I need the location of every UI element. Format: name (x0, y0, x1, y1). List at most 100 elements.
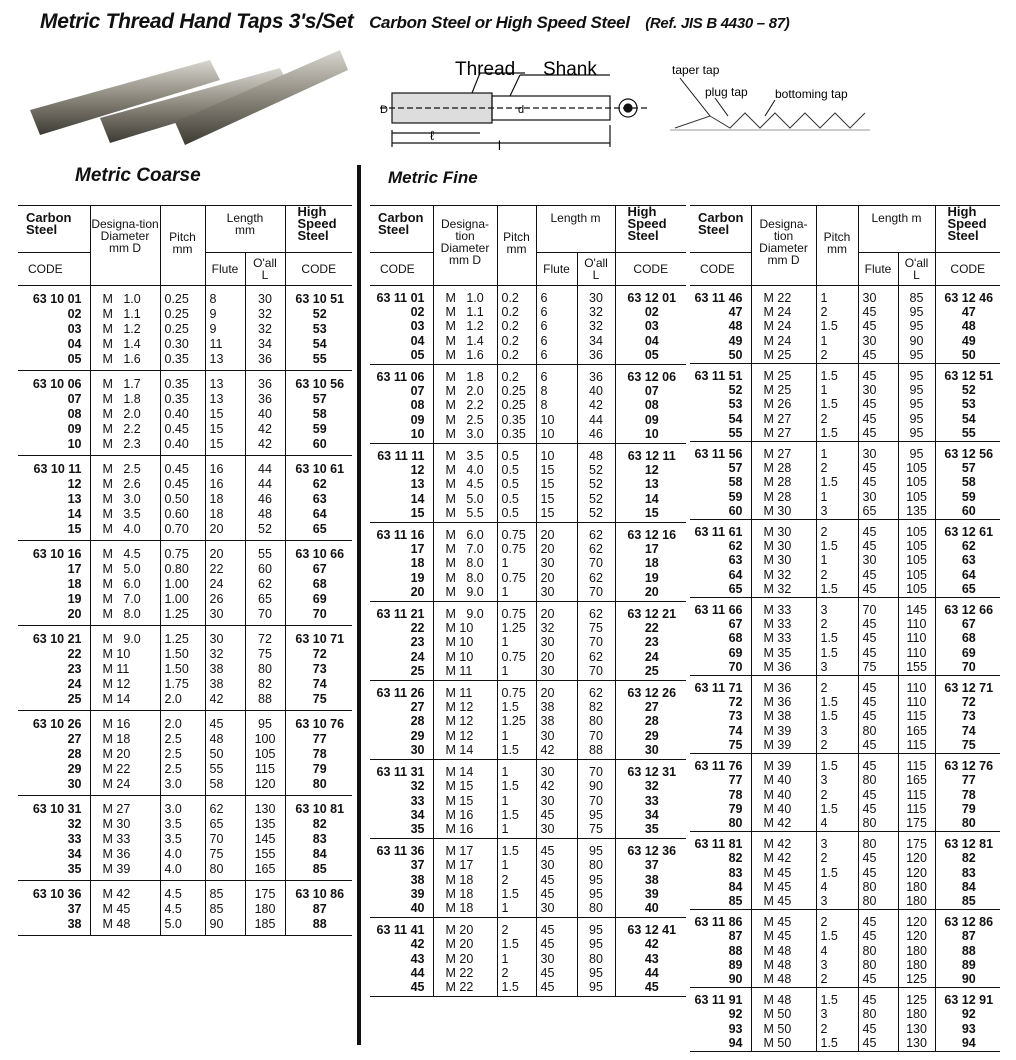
carbon-steel-code: 24 (67, 677, 82, 691)
carbon-steel-code: 03 (410, 319, 425, 334)
designation: M 7.0 (89, 592, 160, 607)
overall-length: 36 (244, 370, 285, 392)
row-group: 63 10 01 M 1.0 0.25 8 30 63 10 51 02 M 1.1 0.25 9… (18, 285, 352, 371)
carbon-steel-code: 87 (728, 929, 743, 944)
pitch: 2.5 (159, 747, 205, 762)
pitch: 4 (815, 815, 858, 832)
designation: M 40 (750, 773, 816, 788)
table-row: 38 M 48 5.0 90 185 88 (18, 917, 352, 936)
overall-length: 95 (897, 425, 936, 442)
row-group: 63 11 46 M 22 1 30 85 63 12 46 47 M 24 2 45 95 47 48… (690, 285, 1001, 364)
hss-code: 92 (934, 1007, 1001, 1022)
hss-code: 62 (934, 539, 1001, 554)
overall-length: 165 (897, 773, 936, 788)
designation: M 45 (750, 893, 816, 910)
table-row: 33 M 33 3.5 70 145 83 (18, 832, 352, 847)
hss-code: 94 (934, 1035, 1001, 1052)
pitch: 0.5 (496, 443, 536, 464)
overall-length: 110 (897, 675, 936, 696)
hss-code: 63 12 06 (614, 364, 687, 385)
designation: M 11 (432, 680, 497, 701)
hss-code: 63 12 86 (934, 909, 1001, 930)
hss-code: 87 (934, 929, 1001, 944)
pitch: 2 (815, 787, 858, 802)
hss-code: 34 (614, 807, 687, 822)
pitch: 1.5 (815, 425, 858, 442)
overall-length: 95 (576, 917, 616, 938)
header-length: Length mm (204, 205, 285, 253)
table-row: 63 11 91 M 48 1.5 45 125 63 12 91 (690, 987, 1001, 1008)
carbon-steel-code: 63 10 11 (33, 462, 82, 476)
flute-length: 15 (535, 477, 577, 492)
carbon-steel-code: 63 11 56 (694, 447, 743, 462)
table-row: 39 M 18 1.5 45 95 39 (370, 886, 687, 901)
table-row: 08 M 2.0 0.40 15 40 58 (18, 407, 352, 422)
hss-code: 63 10 86 (284, 880, 352, 902)
header-code: CODE (690, 252, 751, 286)
header-high-speed-steel: High Speed Steel (934, 205, 1001, 253)
pitch: 0.75 (159, 540, 205, 562)
table-row: 70 M 36 3 75 155 70 (690, 659, 1001, 676)
carbon-steel-code: 20 (67, 607, 82, 621)
carbon-steel-code: 88 (728, 943, 743, 958)
pitch: 0.60 (159, 507, 205, 522)
table-row: 89 M 48 3 80 180 89 (690, 957, 1001, 972)
carbon-steel-code: 57 (728, 461, 743, 476)
carbon-steel-code: 28 (67, 747, 82, 761)
table-row: 23 M 11 1.50 38 80 73 (18, 662, 352, 677)
overall-length: 70 (576, 556, 616, 571)
flute-length: 30 (535, 793, 577, 808)
designation: M 5.0 (432, 491, 497, 506)
overall-length: 105 (897, 539, 936, 554)
designation: M 50 (750, 1021, 816, 1036)
pitch: 4.0 (159, 862, 205, 881)
designation: M 42 (89, 880, 160, 902)
table-row: 27 M 12 1.5 38 82 27 (370, 700, 687, 715)
pitch: 1.5 (496, 779, 536, 794)
flute-length: 20 (535, 522, 577, 543)
carbon-steel-code: 05 (410, 347, 425, 362)
flute-length: 20 (535, 649, 577, 664)
table-row: 63 10 21 M 9.0 1.25 30 72 63 10 71 (18, 625, 352, 647)
flute-length: 22 (204, 562, 245, 577)
flute-length: 45 (857, 801, 898, 816)
flute-length: 30 (535, 759, 577, 780)
carbon-steel-code: 32 (67, 817, 82, 831)
table-row: 57 M 28 2 45 105 57 (690, 461, 1001, 476)
designation: M 20 (432, 937, 497, 952)
hss-code: 30 (614, 742, 687, 760)
designation: M 3.0 (432, 426, 497, 444)
carbon-steel-code: 63 11 61 (694, 525, 743, 540)
designation: M 15 (432, 779, 497, 794)
carbon-steel-code: 23 (410, 635, 425, 650)
designation: M 17 (432, 858, 497, 873)
carbon-steel-code: 63 11 31 (376, 765, 425, 780)
hss-code: 63 12 16 (614, 522, 687, 543)
flute-length: 45 (857, 695, 898, 710)
thread-length-label: ℓ (430, 128, 435, 143)
designation: M 24 (750, 305, 816, 320)
designation: M 24 (750, 319, 816, 334)
designation: M 8.0 (432, 570, 497, 585)
carbon-steel-code: 63 11 66 (694, 603, 743, 618)
flute-length: 15 (204, 437, 245, 456)
carbon-steel-code: 04 (410, 333, 425, 348)
flute-length: 45 (535, 807, 577, 822)
table-row: 67 M 33 2 45 110 67 (690, 617, 1001, 632)
designation: M 2.6 (89, 477, 160, 492)
row-group: 63 11 61 M 30 2 45 105 63 12 61 62 M 30 1.5 45 105… (690, 519, 1001, 598)
flute-length: 45 (857, 753, 898, 774)
flute-length: 58 (204, 777, 245, 796)
overall-length: 135 (244, 817, 285, 832)
flute-length: 15 (204, 407, 245, 422)
designation: M 38 (750, 709, 816, 724)
table-row: 02 M 1.1 0.25 9 32 52 (18, 307, 352, 322)
hss-code: 63 12 56 (934, 441, 1001, 462)
pitch: 1 (815, 383, 858, 398)
designation: M 36 (750, 695, 816, 710)
carbon-steel-code: 63 11 41 (376, 923, 425, 938)
hss-code: 53 (934, 397, 1001, 412)
pitch: 3 (815, 773, 858, 788)
hss-code: 72 (934, 695, 1001, 710)
title-reference: (Ref. JIS B 4430 – 87) (645, 15, 790, 32)
